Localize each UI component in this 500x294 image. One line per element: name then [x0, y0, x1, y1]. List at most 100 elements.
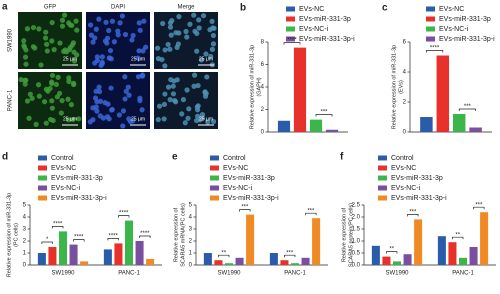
y-axis-label: Relative expression of miR-331-3p — [391, 45, 397, 129]
bar — [290, 263, 300, 265]
y-tick-label: 0 — [261, 130, 265, 136]
legend-swatch — [38, 175, 47, 181]
bar — [293, 47, 307, 132]
cell — [196, 17, 202, 23]
legend-label: EVs-NC — [223, 165, 248, 172]
cell — [104, 35, 111, 41]
legend-swatch — [378, 165, 387, 171]
panel-label: b — [240, 3, 246, 14]
x-tick-label: SW1990 — [217, 271, 241, 277]
cell — [123, 88, 129, 94]
y-tick-label: 2 — [403, 100, 407, 106]
cell — [199, 111, 206, 118]
cell — [59, 98, 65, 104]
cell — [96, 88, 103, 95]
cell — [99, 60, 105, 67]
y-tick-label: 4 — [189, 215, 193, 221]
legend-swatch — [38, 195, 47, 201]
bar — [301, 257, 310, 265]
cell — [143, 44, 149, 50]
x-tick-label: PANC-1 — [284, 271, 306, 277]
cell — [155, 55, 161, 62]
cell — [140, 48, 146, 54]
cell — [76, 116, 82, 122]
y-axis-label: Relative expression of miR-331-3p — [6, 193, 12, 277]
cell — [187, 21, 193, 27]
significance-bracket — [107, 238, 119, 241]
cell — [70, 40, 77, 46]
cell — [73, 18, 79, 24]
cell — [141, 18, 147, 24]
bar — [437, 236, 446, 265]
scale-label: 25 μm — [63, 116, 77, 122]
significance-bracket — [315, 114, 333, 117]
bar — [69, 244, 78, 265]
significance-label: *** — [241, 205, 249, 211]
panel-label: a — [2, 2, 8, 13]
cell — [167, 24, 174, 30]
cell — [167, 97, 173, 103]
bar — [309, 119, 323, 132]
cell — [93, 26, 99, 32]
cell — [24, 98, 31, 104]
cell — [94, 108, 100, 114]
significance-label: **** — [119, 211, 129, 217]
legend-label: EVs-miR-331-3p — [439, 16, 491, 23]
cell — [139, 72, 146, 78]
bar — [124, 220, 134, 265]
cell — [210, 118, 217, 125]
scale-label: 25 μm — [131, 56, 145, 62]
significance-label: *** — [307, 208, 315, 214]
cell — [179, 111, 185, 117]
significance-bracket — [52, 226, 64, 229]
cell — [207, 27, 213, 33]
legend-swatch — [426, 36, 435, 42]
bar — [414, 219, 423, 265]
legend-label: EVs-miR-331-3p-i — [223, 195, 279, 202]
cell — [44, 48, 50, 54]
scale-label: 25 μm — [199, 116, 213, 122]
bar — [103, 249, 112, 265]
y-axis-label: SCARA5 mRNA(PC cells) — [180, 203, 186, 267]
cell — [74, 27, 80, 33]
legend-swatch — [378, 195, 387, 201]
cell — [192, 28, 198, 34]
cell — [55, 74, 61, 80]
significance-bracket — [218, 254, 230, 258]
cell — [180, 97, 187, 103]
cell — [68, 102, 74, 108]
cell — [35, 82, 42, 88]
cell — [117, 20, 123, 26]
y-tick-label: 3 — [189, 227, 193, 233]
cell — [191, 12, 197, 18]
bar — [371, 245, 380, 265]
cell — [49, 72, 56, 79]
cell — [165, 84, 172, 90]
cell — [71, 58, 78, 64]
cell — [139, 107, 145, 113]
significance-bracket — [473, 206, 485, 210]
cell — [170, 91, 177, 97]
y-tick-label: 4 — [403, 70, 407, 76]
legend-swatch — [378, 155, 387, 161]
legend-label: EVs-miR-331-3p — [223, 175, 275, 182]
bar — [325, 129, 339, 132]
panel-label: c — [382, 3, 388, 14]
bar — [80, 261, 89, 265]
cell — [21, 38, 27, 44]
cell — [36, 26, 42, 32]
legend-swatch — [286, 36, 295, 42]
y-tick-label: 1 — [189, 251, 193, 257]
cell — [122, 31, 129, 38]
y-axis-label: (EVs) — [398, 80, 404, 94]
y-tick-label: 1 — [23, 251, 27, 257]
cell — [57, 40, 63, 46]
bar — [203, 253, 212, 265]
cell — [165, 41, 171, 48]
cell — [122, 74, 128, 80]
cell — [184, 87, 190, 93]
cell — [195, 113, 201, 119]
scale-label: 25 μm — [63, 56, 77, 62]
bar — [382, 256, 391, 265]
